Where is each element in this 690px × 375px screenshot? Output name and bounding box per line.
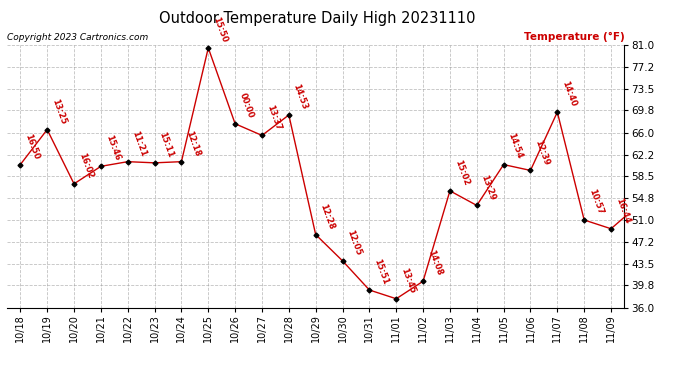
Text: 13:37: 13:37 [265,103,282,131]
Text: 14:53: 14:53 [292,82,309,111]
Text: 16:44: 16:44 [614,196,631,225]
Text: 15:50: 15:50 [211,15,228,44]
Text: 13:45: 13:45 [399,266,417,295]
Text: 16:50: 16:50 [23,132,41,160]
Text: 15:06: 15:06 [0,374,1,375]
Text: 12:39: 12:39 [533,138,551,166]
Text: 12:28: 12:28 [319,202,336,230]
Text: Copyright 2023 Cartronics.com: Copyright 2023 Cartronics.com [7,33,148,42]
Text: 13:29: 13:29 [480,173,497,201]
Text: 16:02: 16:02 [77,152,95,180]
Text: 15:02: 15:02 [453,159,471,187]
Text: 14:08: 14:08 [426,249,444,277]
Text: 00:00: 00:00 [238,92,255,120]
Text: 12:18: 12:18 [184,129,201,158]
Text: 15:51: 15:51 [372,258,390,286]
Text: 14:40: 14:40 [560,80,578,108]
Text: 10:57: 10:57 [587,188,604,216]
Text: Outdoor Temperature Daily High 20231110: Outdoor Temperature Daily High 20231110 [159,11,475,26]
Text: 12:05: 12:05 [345,228,363,256]
Text: 14:54: 14:54 [506,132,524,160]
Text: 13:25: 13:25 [50,97,68,125]
Text: 15:46: 15:46 [104,134,121,162]
Text: 15:11: 15:11 [157,130,175,159]
Text: 11:21: 11:21 [130,129,148,158]
Text: Temperature (°F): Temperature (°F) [524,32,624,42]
